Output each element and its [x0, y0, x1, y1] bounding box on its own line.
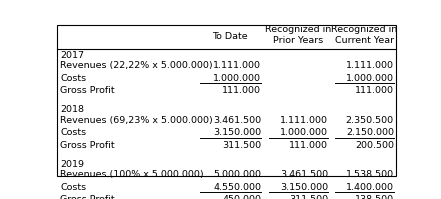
Text: 1.111.000: 1.111.000 [213, 61, 261, 70]
Text: Revenues (22,22% x 5.000.000): Revenues (22,22% x 5.000.000) [60, 61, 213, 70]
Text: Gross Profit: Gross Profit [60, 195, 115, 199]
Text: 1.538.500: 1.538.500 [346, 170, 394, 179]
Text: 3.150.000: 3.150.000 [213, 128, 261, 137]
Text: Revenues (69,23% x 5.000.000): Revenues (69,23% x 5.000.000) [60, 115, 213, 125]
Text: 1.400.000: 1.400.000 [346, 183, 394, 192]
Text: 311.500: 311.500 [222, 141, 261, 150]
Text: 4.550.000: 4.550.000 [213, 183, 261, 192]
Text: 111.000: 111.000 [355, 86, 394, 95]
Text: 3.150.000: 3.150.000 [280, 183, 328, 192]
Text: 1.000.000: 1.000.000 [346, 73, 394, 83]
Text: 111.000: 111.000 [289, 141, 328, 150]
Text: 1.111.000: 1.111.000 [346, 61, 394, 70]
Text: Costs: Costs [60, 73, 86, 83]
Text: 111.000: 111.000 [222, 86, 261, 95]
Text: 5.000.000: 5.000.000 [213, 170, 261, 179]
Text: 2017: 2017 [60, 51, 84, 60]
Text: 2018: 2018 [60, 105, 84, 114]
Text: 2.350.500: 2.350.500 [346, 115, 394, 125]
Text: Costs: Costs [60, 128, 86, 137]
Text: Recognized in
Current Year: Recognized in Current Year [331, 25, 397, 45]
Text: 200.500: 200.500 [355, 141, 394, 150]
Text: Gross Profit: Gross Profit [60, 86, 115, 95]
Text: Recognized in
Prior Years: Recognized in Prior Years [265, 25, 331, 45]
Text: 1.000.000: 1.000.000 [280, 128, 328, 137]
Text: 1.111.000: 1.111.000 [280, 115, 328, 125]
Text: 311.500: 311.500 [289, 195, 328, 199]
Text: 2019: 2019 [60, 160, 84, 169]
Text: To Date: To Date [213, 32, 248, 41]
Text: Costs: Costs [60, 183, 86, 192]
Text: 3.461.500: 3.461.500 [280, 170, 328, 179]
Text: 3.461.500: 3.461.500 [213, 115, 261, 125]
Text: 2.150.000: 2.150.000 [346, 128, 394, 137]
Text: 1.000.000: 1.000.000 [213, 73, 261, 83]
Text: Gross Profit: Gross Profit [60, 141, 115, 150]
Text: 138.500: 138.500 [355, 195, 394, 199]
Text: Revenues (100% x 5.000.000): Revenues (100% x 5.000.000) [60, 170, 204, 179]
Text: 450.000: 450.000 [222, 195, 261, 199]
